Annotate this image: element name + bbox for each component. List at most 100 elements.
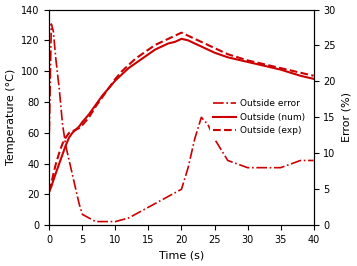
Outside error <box>199 116 203 119</box>
Outside error <box>166 195 170 198</box>
Outside (exp) <box>153 43 157 47</box>
X-axis label: Time (s): Time (s) <box>159 251 204 260</box>
Outside (num) <box>94 103 98 107</box>
Outside error <box>179 188 183 191</box>
Outside error <box>212 137 217 140</box>
Outside error <box>126 216 131 219</box>
Outside (num) <box>206 48 210 51</box>
Outside (exp) <box>113 77 117 80</box>
Outside error <box>47 130 51 133</box>
Outside (exp) <box>126 63 131 66</box>
Line: Outside (num): Outside (num) <box>49 39 314 191</box>
Outside (num) <box>192 42 197 45</box>
Outside (num) <box>133 62 137 65</box>
Outside (exp) <box>49 182 54 185</box>
Outside error <box>64 144 68 148</box>
Outside error <box>57 87 61 90</box>
Outside error <box>49 22 54 26</box>
Y-axis label: Temperature (°C): Temperature (°C) <box>6 69 16 165</box>
Outside error <box>70 173 75 176</box>
Outside error <box>192 137 197 140</box>
Outside (exp) <box>265 63 270 66</box>
Outside error <box>246 166 250 169</box>
Outside (num) <box>47 190 51 193</box>
Outside (exp) <box>70 130 75 133</box>
Outside (exp) <box>60 142 65 145</box>
Outside (num) <box>107 86 111 90</box>
Outside (exp) <box>160 40 164 44</box>
Outside (exp) <box>51 173 55 176</box>
Outside (num) <box>166 42 170 45</box>
Outside (num) <box>113 79 117 82</box>
Outside error <box>278 166 283 169</box>
Outside (num) <box>70 131 75 134</box>
Outside error <box>107 220 111 223</box>
Outside error <box>74 188 78 191</box>
Outside (num) <box>226 56 230 59</box>
Outside (exp) <box>140 53 144 56</box>
Outside (num) <box>49 185 54 188</box>
Outside (num) <box>64 143 68 147</box>
Outside (exp) <box>87 116 91 119</box>
Outside error <box>54 58 58 61</box>
Outside error <box>153 202 157 205</box>
Outside (num) <box>54 171 58 174</box>
Outside error <box>226 159 230 162</box>
Outside error <box>94 220 98 223</box>
Outside (exp) <box>173 34 177 37</box>
Outside error <box>100 220 104 223</box>
Outside (exp) <box>54 162 58 165</box>
Outside (num) <box>87 113 91 116</box>
Outside (num) <box>278 68 283 71</box>
Outside (exp) <box>226 53 230 56</box>
Outside error <box>298 159 303 162</box>
Outside (exp) <box>107 86 111 90</box>
Outside (num) <box>57 162 61 165</box>
Outside error <box>186 166 190 169</box>
Line: Outside (exp): Outside (exp) <box>49 33 314 191</box>
Outside (num) <box>246 60 250 64</box>
Outside (num) <box>67 136 71 139</box>
Outside error <box>60 123 65 126</box>
Outside (exp) <box>57 151 61 154</box>
Outside (exp) <box>146 48 151 51</box>
Outside (num) <box>51 179 55 182</box>
Outside (num) <box>100 94 104 97</box>
Outside (exp) <box>64 136 68 139</box>
Outside (exp) <box>166 37 170 40</box>
Outside error <box>312 159 316 162</box>
Y-axis label: Error (%): Error (%) <box>341 92 351 142</box>
Outside error <box>80 213 85 216</box>
Outside (exp) <box>47 190 51 193</box>
Outside (exp) <box>74 128 78 131</box>
Outside error <box>140 209 144 212</box>
Legend: Outside error, Outside (num), Outside (exp): Outside error, Outside (num), Outside (e… <box>210 96 309 139</box>
Outside (num) <box>120 73 124 76</box>
Outside (num) <box>186 39 190 42</box>
Outside (num) <box>265 65 270 68</box>
Outside (exp) <box>246 59 250 62</box>
Outside (num) <box>140 57 144 60</box>
Outside (exp) <box>199 40 203 44</box>
Outside (exp) <box>179 31 183 34</box>
Outside (exp) <box>77 127 81 130</box>
Outside (exp) <box>192 37 197 40</box>
Outside (exp) <box>212 47 217 50</box>
Outside error <box>206 123 210 126</box>
Outside (exp) <box>80 123 85 127</box>
Outside (num) <box>312 77 316 80</box>
Outside (exp) <box>206 43 210 47</box>
Outside error <box>51 30 55 33</box>
Outside (exp) <box>278 66 283 70</box>
Line: Outside error: Outside error <box>49 24 314 222</box>
Outside (num) <box>60 153 65 156</box>
Outside (num) <box>179 37 183 40</box>
Outside (exp) <box>120 70 124 73</box>
Outside (exp) <box>94 105 98 108</box>
Outside (exp) <box>312 74 316 77</box>
Outside (num) <box>77 125 81 128</box>
Outside (num) <box>173 40 177 44</box>
Outside (exp) <box>67 131 71 134</box>
Outside (num) <box>153 48 157 51</box>
Outside error <box>67 159 71 162</box>
